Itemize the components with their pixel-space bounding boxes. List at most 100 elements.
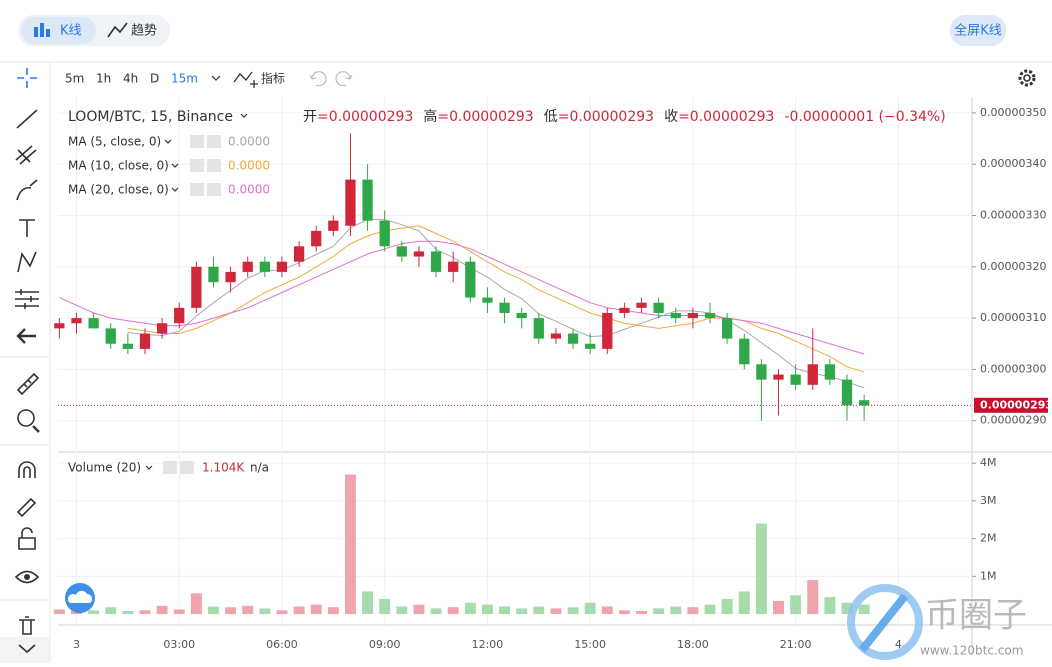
tool-fib[interactable] xyxy=(15,289,39,309)
volume-bar xyxy=(276,610,288,615)
title-dropdown[interactable] xyxy=(240,113,248,118)
interval-active[interactable]: 15m xyxy=(171,72,198,86)
candle-body xyxy=(790,374,801,385)
tab-active[interactable] xyxy=(21,17,96,44)
kline-icon-part[interactable] xyxy=(40,23,44,37)
tool-text[interactable] xyxy=(19,219,35,237)
interval[interactable]: 5m xyxy=(65,72,84,86)
kline-icon-part[interactable] xyxy=(46,29,50,37)
interval-dropdown[interactable] xyxy=(211,75,221,81)
y-tick-label: 0.00000330 xyxy=(980,209,1046,222)
volume-bar xyxy=(687,607,699,615)
volume-bar xyxy=(207,606,219,615)
settings[interactable] xyxy=(1018,69,1036,87)
redo[interactable] xyxy=(335,71,353,87)
y-tick-label: 0.00000350 xyxy=(980,106,1046,119)
kline-icon-part[interactable] xyxy=(34,27,38,37)
ohlc-part: =0.00000293 xyxy=(437,109,533,125)
volume-bar xyxy=(516,608,528,615)
tool-delete[interactable] xyxy=(19,616,35,635)
candle-body xyxy=(430,251,442,272)
y-tick-label: 0.00000310 xyxy=(980,311,1046,324)
volume-bar xyxy=(447,607,459,615)
volume-legend-buttons[interactable] xyxy=(163,461,194,474)
volume-legend-buttons-part[interactable] xyxy=(163,461,177,474)
volume-bar xyxy=(242,605,254,615)
volume-bar xyxy=(653,608,665,615)
legend-button[interactable] xyxy=(190,135,204,148)
volume-bar xyxy=(362,591,374,615)
tab-kline[interactable]: K线 xyxy=(60,24,82,39)
tool-visibility[interactable] xyxy=(14,570,40,584)
legend-button[interactable] xyxy=(190,159,204,172)
tool-lock-draw[interactable] xyxy=(16,497,37,518)
settings-part[interactable] xyxy=(1023,74,1031,82)
volume-bar xyxy=(379,598,391,615)
watermark-logo xyxy=(847,584,923,660)
kline-icon[interactable] xyxy=(34,23,50,37)
tool-crosshair[interactable] xyxy=(17,68,37,88)
tool-brush[interactable] xyxy=(16,179,38,201)
interval[interactable]: 4h xyxy=(123,72,138,86)
tool-pattern[interactable] xyxy=(17,251,37,273)
candle-body xyxy=(396,246,407,257)
y-tick-label: 4M xyxy=(980,456,997,469)
y-tick-label: 0.00000300 xyxy=(980,362,1046,375)
tab-trend[interactable]: 趋势 xyxy=(131,23,157,39)
tool-line[interactable] xyxy=(16,109,38,129)
candle-body xyxy=(328,220,339,231)
tool-visibility-pupil[interactable] xyxy=(24,574,30,580)
legend-dropdown[interactable] xyxy=(171,163,179,168)
indicators-button[interactable]: 指标 xyxy=(261,71,285,86)
interval[interactable]: D xyxy=(150,72,159,86)
cloud-button-part[interactable] xyxy=(68,590,92,603)
legend-button[interactable] xyxy=(190,183,204,196)
volume-bar xyxy=(53,609,65,615)
tool-ruler[interactable] xyxy=(16,372,40,396)
volume-bar xyxy=(481,604,493,615)
settings-part[interactable] xyxy=(1018,69,1036,87)
volume-legend-buttons-part[interactable] xyxy=(180,461,194,474)
watermark-url: www.120btc.com xyxy=(920,644,1023,658)
trend-icon[interactable] xyxy=(107,22,128,38)
x-tick-label: 06:00 xyxy=(266,638,298,651)
interval[interactable]: 1h xyxy=(96,72,111,86)
candle-body xyxy=(105,328,116,344)
tool-magnet[interactable] xyxy=(18,461,36,478)
toolbar-toggle-icon[interactable] xyxy=(18,644,36,654)
fullscreen-label[interactable]: 全屏K线 xyxy=(954,23,1002,39)
legend-button[interactable] xyxy=(207,183,221,196)
tool-unlock[interactable] xyxy=(18,527,36,550)
cloud-button[interactable] xyxy=(65,583,95,613)
volume-dropdown[interactable] xyxy=(145,465,153,470)
x-tick-label: 18:00 xyxy=(677,638,709,651)
volume-bar xyxy=(344,474,356,615)
tool-back[interactable] xyxy=(16,328,36,344)
tool-zoom-lens[interactable] xyxy=(17,409,35,427)
watermark-logo-part xyxy=(858,593,909,653)
candle-body xyxy=(122,343,133,349)
volume-bar xyxy=(139,610,151,615)
candle-body xyxy=(670,312,681,319)
tool-channel[interactable] xyxy=(15,145,37,165)
volume-bar xyxy=(225,607,237,615)
legend-button[interactable] xyxy=(207,135,221,148)
volume-bar xyxy=(704,604,716,615)
candle-body xyxy=(602,312,613,349)
volume-bar xyxy=(156,605,168,615)
tool-zoom[interactable] xyxy=(32,425,40,433)
ohlc-part: 高 xyxy=(423,108,437,125)
candle-body xyxy=(824,364,836,380)
indicator-icon[interactable] xyxy=(233,71,258,88)
fullscreen-button[interactable] xyxy=(950,15,1006,46)
legend-dropdown[interactable] xyxy=(164,139,172,144)
y-tick-label: 0.00000290 xyxy=(980,414,1046,427)
x-tick-label: 03:00 xyxy=(163,638,195,651)
volume-bar xyxy=(413,604,425,615)
legend-button[interactable] xyxy=(207,159,221,172)
undo[interactable] xyxy=(309,71,327,87)
candle-body xyxy=(756,364,767,380)
ohlc-part: =0.00000293 xyxy=(678,109,774,125)
legend-dropdown[interactable] xyxy=(171,187,179,192)
ohlc-part: -0.00000001 (−0.34%) xyxy=(784,109,945,125)
